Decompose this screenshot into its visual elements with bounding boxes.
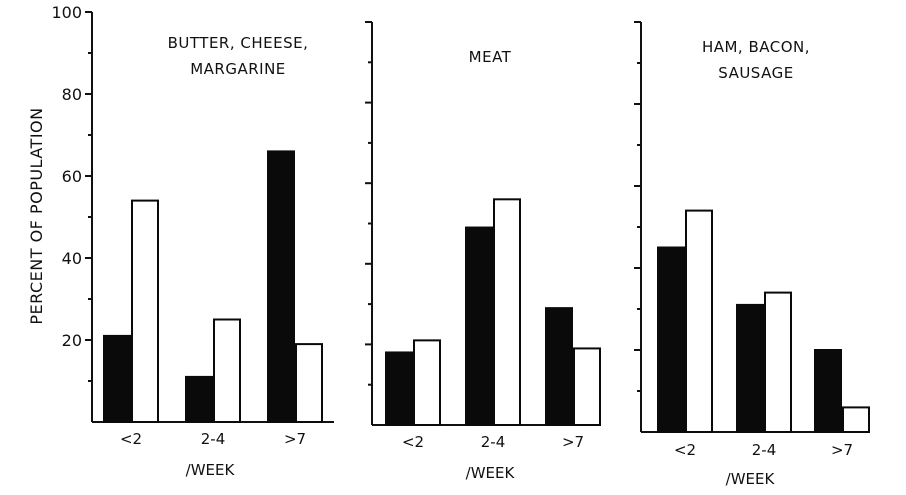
bar-solid [736, 303, 764, 433]
panel-title: SAUSAGE [718, 64, 793, 82]
bar-solid [267, 150, 295, 423]
bar-open [685, 209, 713, 433]
x-category-label: <2 [120, 430, 142, 448]
x-category-label: >7 [284, 430, 306, 448]
chart-panel-3: HAM, BACON, SAUSAGE <2 2-4 >7/WEEK [634, 21, 870, 488]
bar-open [413, 339, 441, 426]
chart-panel-1: 100 80 60 40 20 BUTTER, CHEESE, MARGARINE <2 2-4… [51, 3, 334, 479]
x-axis-label: /WEEK [186, 461, 236, 479]
chart-panels: 100 80 60 40 20 BUTTER, CHEESE, MARGARINE <2 2-4… [51, 3, 870, 488]
x-category-label: >7 [831, 441, 853, 459]
bar-solid [657, 246, 685, 433]
panel-title: BUTTER, CHEESE, [168, 34, 309, 52]
y-tick-label: 60 [62, 167, 82, 186]
bar-open [213, 318, 241, 423]
panel-title: HAM, BACON, [702, 38, 810, 56]
y-tick-label: 80 [62, 85, 82, 104]
x-category-label: >7 [562, 433, 584, 451]
x-category-label: 2-4 [201, 430, 226, 448]
x-category-label: <2 [402, 433, 424, 451]
x-axis-label: /WEEK [726, 470, 776, 488]
x-category-label: <2 [674, 441, 696, 459]
x-category-label: 2-4 [752, 441, 777, 459]
bar-solid [814, 349, 842, 433]
y-tick-label: 100 [51, 3, 82, 22]
y-axis-label: PERCENT OF POPULATION [27, 107, 46, 324]
bar-solid [185, 375, 213, 423]
bar-open [295, 343, 323, 424]
bar-solid [465, 226, 493, 426]
bar-open [842, 406, 870, 433]
bar-open [131, 199, 159, 423]
bar-solid [103, 334, 131, 423]
bar-solid [385, 351, 413, 426]
chart-panel-2: MEAT <2 2-4 >7/WEEK [365, 21, 601, 482]
panel-title: MARGARINE [190, 60, 286, 78]
x-axis-label: /WEEK [466, 464, 516, 482]
bar-solid [545, 307, 573, 427]
y-tick-label: 40 [62, 249, 82, 268]
bar-open [493, 198, 521, 426]
y-tick-label: 20 [62, 331, 82, 350]
bar-open [573, 347, 601, 426]
bar-open [764, 291, 792, 433]
panel-title: MEAT [469, 48, 512, 66]
x-category-label: 2-4 [481, 433, 506, 451]
